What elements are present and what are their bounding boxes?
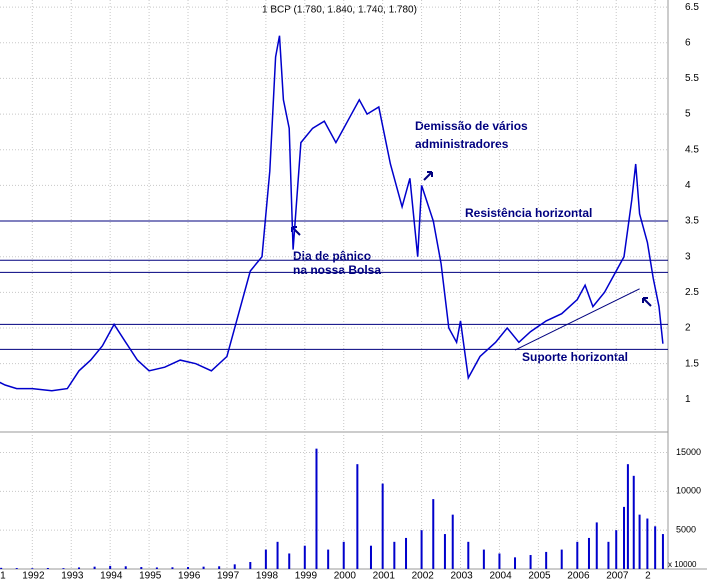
volume-bar bbox=[249, 562, 252, 569]
volume-bar bbox=[140, 567, 143, 569]
volume-bar bbox=[545, 551, 548, 569]
volume-bar bbox=[661, 534, 664, 569]
volume-bar bbox=[264, 549, 267, 569]
x-tick-label: 2 bbox=[645, 571, 651, 582]
volume-bar bbox=[529, 555, 532, 569]
trendline bbox=[514, 288, 640, 351]
volume-bar bbox=[202, 566, 205, 569]
volume-bar bbox=[560, 549, 563, 569]
volume-bar bbox=[218, 566, 221, 569]
volume-bar bbox=[420, 530, 423, 569]
x-tick-label: 2003 bbox=[451, 571, 474, 582]
volume-bar bbox=[187, 567, 190, 569]
volume-bar bbox=[482, 549, 485, 569]
volume-bar bbox=[31, 568, 34, 569]
x-tick-label: 2000 bbox=[334, 571, 357, 582]
volume-bar bbox=[607, 541, 610, 569]
y-tick-label: 5.5 bbox=[685, 73, 699, 84]
volume-bar bbox=[654, 526, 657, 569]
volume-bar bbox=[124, 566, 127, 569]
y-tick-label: 4 bbox=[685, 180, 691, 191]
volume-bar bbox=[171, 567, 174, 569]
volume-bar bbox=[623, 506, 626, 569]
volume-bar bbox=[276, 541, 279, 569]
annotation: Suporte horizontal bbox=[522, 350, 628, 364]
y-tick-label: 1.5 bbox=[685, 358, 699, 369]
x-tick-label: 1994 bbox=[100, 571, 123, 582]
annotation: Resistência horizontal bbox=[465, 206, 592, 220]
x-tick-label: 1991 bbox=[0, 571, 6, 582]
volume-bar bbox=[288, 553, 291, 569]
y-tick-label: 15000 bbox=[676, 447, 701, 457]
volume-bar bbox=[109, 565, 112, 569]
x-tick-label: 2007 bbox=[606, 571, 629, 582]
volume-unit: x 10000 bbox=[668, 560, 697, 569]
x-tick-label: 1996 bbox=[178, 571, 201, 582]
volume-bar bbox=[576, 541, 579, 569]
arrow bbox=[423, 171, 433, 181]
price-line bbox=[0, 35, 664, 392]
y-tick-label: 2.5 bbox=[685, 287, 699, 298]
volume-bar bbox=[615, 530, 618, 569]
volume-bar bbox=[356, 464, 359, 569]
x-tick-label: 2005 bbox=[528, 571, 551, 582]
volume-bar bbox=[595, 522, 598, 569]
x-tick-label: 1993 bbox=[61, 571, 84, 582]
volume-bar bbox=[451, 514, 454, 569]
volume-bar bbox=[405, 537, 408, 569]
annotation: Demissão de vários bbox=[415, 119, 528, 133]
volume-bar bbox=[15, 568, 18, 569]
annotation: administradores bbox=[415, 137, 509, 151]
x-tick-label: 1997 bbox=[217, 571, 240, 582]
volume-bar bbox=[0, 567, 3, 569]
y-tick-label: 1 bbox=[685, 394, 691, 405]
volume-bar bbox=[93, 566, 96, 569]
x-tick-label: 2002 bbox=[412, 571, 435, 582]
x-tick-label: 1999 bbox=[295, 571, 318, 582]
y-tick-label: 10000 bbox=[676, 486, 701, 496]
volume-bar bbox=[327, 549, 330, 569]
volume-bar bbox=[393, 541, 396, 569]
volume-bar bbox=[432, 499, 435, 569]
volume-bar bbox=[369, 545, 372, 569]
y-tick-label: 4.5 bbox=[685, 144, 699, 155]
volume-bar bbox=[315, 448, 318, 569]
volume-bar bbox=[514, 557, 517, 569]
volume-bar bbox=[155, 567, 158, 569]
volume-bar bbox=[233, 564, 236, 569]
volume-bar bbox=[626, 464, 629, 569]
y-tick-label: 3.5 bbox=[685, 216, 699, 227]
annotation: na nossa Bolsa bbox=[293, 263, 381, 277]
x-tick-label: 1992 bbox=[22, 571, 45, 582]
y-tick-label: 3 bbox=[685, 251, 691, 262]
volume-bar bbox=[467, 541, 470, 569]
chart-title: 1 BCP (1.780, 1.840, 1.740, 1.780) bbox=[262, 5, 417, 16]
y-tick-label: 2 bbox=[685, 323, 691, 334]
y-tick-label: 5 bbox=[685, 109, 691, 120]
arrow bbox=[642, 297, 652, 307]
x-tick-label: 1995 bbox=[139, 571, 162, 582]
volume-bar bbox=[303, 545, 306, 569]
y-tick-label: 6 bbox=[685, 37, 691, 48]
volume-bar bbox=[381, 483, 384, 569]
x-tick-label: 2004 bbox=[489, 571, 512, 582]
y-tick-label: 5000 bbox=[676, 525, 696, 535]
volume-bar bbox=[342, 541, 345, 569]
annotation: Dia de pânico bbox=[293, 249, 371, 263]
x-tick-label: 2006 bbox=[567, 571, 590, 582]
volume-bar bbox=[632, 475, 635, 569]
volume-bar bbox=[638, 514, 641, 569]
volume-bar bbox=[498, 553, 501, 569]
y-tick-label: 6.5 bbox=[685, 2, 699, 13]
x-tick-label: 1998 bbox=[256, 571, 279, 582]
volume-bar bbox=[78, 567, 81, 569]
x-tick-label: 2001 bbox=[373, 571, 396, 582]
volume-bar bbox=[646, 518, 649, 569]
volume-bar bbox=[62, 568, 65, 569]
volume-bar bbox=[46, 567, 49, 569]
volume-bar bbox=[443, 534, 446, 569]
volume-bar bbox=[587, 537, 590, 569]
